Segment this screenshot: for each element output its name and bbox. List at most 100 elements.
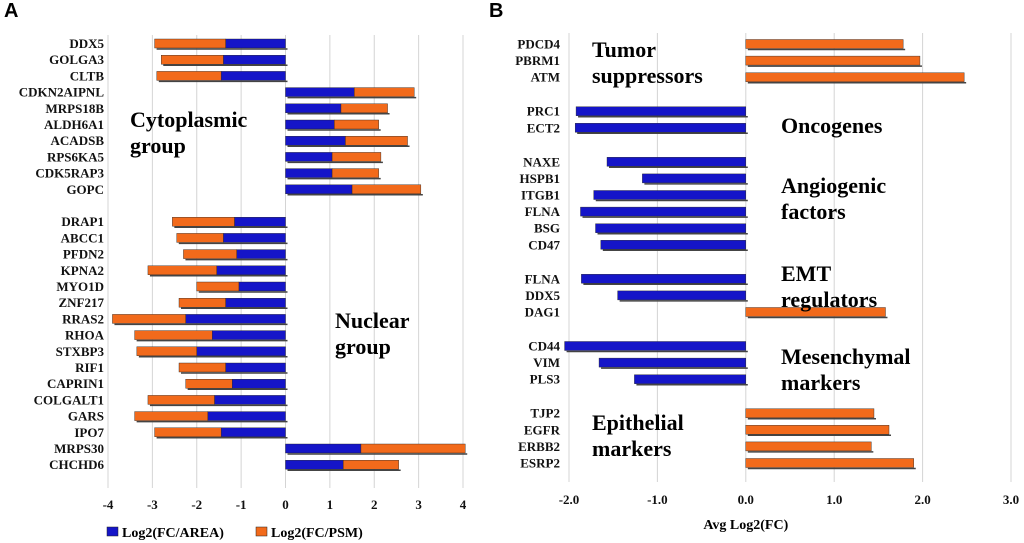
- x-tick-label: 2.0: [914, 492, 930, 507]
- bar-psm-abcc1: [176, 233, 224, 243]
- legend-swatch-psm: [255, 526, 268, 537]
- bar-area-pfdn2: [236, 249, 286, 259]
- category-label-aldh6a1: ALDH6A1: [44, 117, 104, 132]
- category-label-pdcd4: PDCD4: [517, 37, 560, 52]
- bar-flna: [580, 206, 747, 217]
- bar-area-gopc: [285, 184, 353, 195]
- category-label-ect2: ECT2: [527, 120, 560, 135]
- x-tick-label: -4: [103, 497, 114, 512]
- annotation-angiogenic: Angiogenic: [781, 173, 886, 198]
- category-label-stxbp3: STXBP3: [56, 344, 105, 359]
- category-label-mrps18b: MRPS18B: [46, 101, 105, 116]
- bar-pdcd4: [745, 39, 904, 49]
- category-label-rras2: RRAS2: [62, 311, 104, 326]
- category-label-ddx5: DDX5: [69, 36, 104, 51]
- bar-psm-znf217: [178, 298, 226, 308]
- annotation-nuclear: Nuclear: [335, 308, 410, 333]
- bar-area-rif1: [225, 362, 286, 373]
- bar-erbb2: [745, 441, 872, 452]
- bar-psm-caprin1: [185, 379, 233, 389]
- annotation-group: group: [130, 133, 186, 158]
- bar-dag1: [745, 307, 886, 317]
- bar-psm-rif1: [178, 362, 226, 373]
- bar-psm-chchd6: [342, 460, 399, 470]
- category-label-caprin1: CAPRIN1: [47, 376, 104, 391]
- x-axis-title: Avg Log2(FC): [703, 518, 788, 533]
- bar-hspb1: [642, 173, 747, 184]
- bar-psm-cdk5rap3: [331, 168, 379, 178]
- annotation-cytoplasmic: Cytoplasmic: [130, 107, 248, 132]
- bar-psm-gars: [134, 411, 209, 421]
- bar-area-acadsb: [285, 135, 346, 146]
- annotation-emt: EMT: [781, 261, 831, 286]
- bar-esrp2: [745, 458, 914, 468]
- bar-area-abcc1: [223, 233, 286, 243]
- category-label-kpna2: KPNA2: [61, 263, 104, 278]
- bar-area-caprin1: [232, 379, 286, 389]
- bar-area-rps6ka5: [285, 152, 333, 162]
- annotation-tumor: Tumor: [592, 37, 656, 62]
- category-label-naxe: NAXE: [523, 154, 560, 169]
- annotation-suppressors: suppressors: [592, 63, 703, 88]
- category-label-cd47: CD47: [528, 237, 560, 252]
- bar-ddx5: [617, 290, 746, 301]
- bar-psm-ddx5: [154, 38, 226, 49]
- bar-area-cltb: [220, 71, 286, 81]
- panel-a-letter: A: [4, 0, 19, 22]
- bar-psm-myo1d: [196, 281, 240, 292]
- category-label-rps6ka5: RPS6KA5: [47, 149, 105, 164]
- category-label-atm: ATM: [531, 70, 560, 85]
- x-tick-label: 0.0: [738, 492, 754, 507]
- bar-psm-stxbp3: [136, 346, 197, 356]
- bar-area-stxbp3: [196, 346, 286, 356]
- annotation-regulators: regulators: [781, 287, 878, 312]
- bar-area-gars: [207, 411, 286, 421]
- bar-area-aldh6a1: [285, 119, 335, 130]
- category-label-myo1d: MYO1D: [56, 279, 104, 294]
- bar-area-chchd6: [285, 460, 344, 470]
- x-tick-label: -2.0: [559, 492, 580, 507]
- category-label-flna: FLNA: [525, 204, 561, 219]
- category-label-mrps30: MRPS30: [54, 441, 104, 456]
- bar-itgb1: [593, 190, 747, 200]
- x-tick-label: -1: [236, 497, 247, 512]
- category-label-abcc1: ABCC1: [61, 230, 104, 245]
- panel-b-letter: B: [489, 0, 504, 22]
- category-label-dag1: DAG1: [525, 305, 560, 320]
- x-tick-label: -2: [191, 497, 202, 512]
- bar-area-cdk5rap3: [285, 168, 333, 178]
- x-tick-label: -1.0: [647, 492, 668, 507]
- bar-area-drap1: [234, 216, 286, 227]
- annotation-oncogenes: Oncogenes: [781, 113, 883, 138]
- x-tick-label: -3: [147, 497, 158, 512]
- bar-psm-aldh6a1: [334, 119, 379, 130]
- bar-psm-colgalt1: [147, 395, 215, 405]
- bar-cd44: [564, 341, 747, 351]
- category-label-acadsb: ACADSB: [51, 133, 105, 148]
- bar-pbrm1: [745, 55, 921, 66]
- bar-psm-gopc: [351, 184, 422, 195]
- bar-area-golga3: [223, 55, 286, 65]
- bar-pls3: [634, 374, 747, 384]
- category-label-gopc: GOPC: [66, 182, 104, 197]
- category-label-cd44: CD44: [528, 339, 560, 354]
- bar-psm-kpna2: [147, 265, 217, 275]
- category-label-ddx5: DDX5: [525, 288, 560, 303]
- annotation-mesenchymal: Mesenchymal: [781, 344, 911, 369]
- category-label-rif1: RIF1: [75, 360, 104, 375]
- bar-ect2: [574, 123, 746, 133]
- bar-area-ddx5: [225, 38, 286, 49]
- bar-area-mrps30: [285, 443, 362, 454]
- bar-psm-rras2: [112, 314, 186, 324]
- category-label-pbrm1: PBRM1: [515, 53, 560, 68]
- category-label-egfr: EGFR: [524, 422, 561, 437]
- category-label-erbb2: ERBB2: [518, 439, 560, 454]
- bar-area-kpna2: [216, 265, 286, 275]
- bar-prc1: [575, 106, 747, 116]
- bar-psm-golga3: [161, 55, 224, 65]
- category-label-cdk5rap3: CDK5RAP3: [35, 166, 104, 181]
- x-tick-label: 2: [371, 497, 378, 512]
- bar-psm-pfdn2: [183, 249, 237, 259]
